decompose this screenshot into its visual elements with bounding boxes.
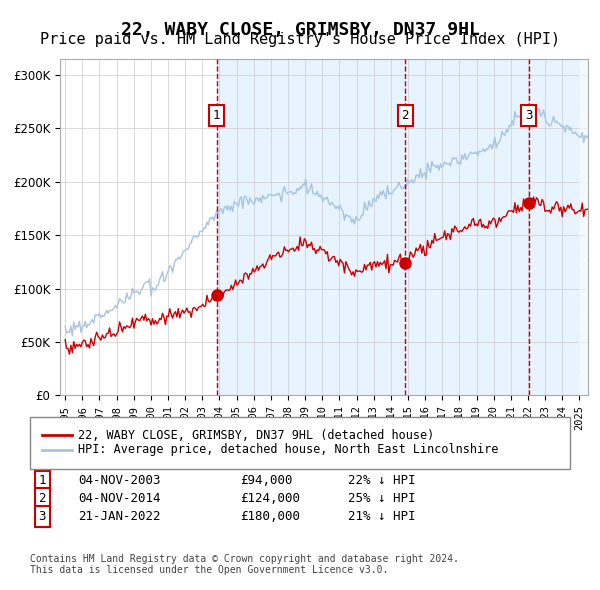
Text: £94,000: £94,000: [240, 474, 293, 487]
Text: 22, WABY CLOSE, GRIMSBY, DN37 9HL (detached house): 22, WABY CLOSE, GRIMSBY, DN37 9HL (detac…: [78, 429, 434, 442]
Text: HPI: Average price, detached house, North East Lincolnshire: HPI: Average price, detached house, Nort…: [78, 443, 499, 456]
Text: 3: 3: [38, 510, 46, 523]
Text: 04-NOV-2014: 04-NOV-2014: [78, 492, 161, 505]
Text: 22, WABY CLOSE, GRIMSBY, DN37 9HL: 22, WABY CLOSE, GRIMSBY, DN37 9HL: [121, 21, 479, 39]
Text: 2: 2: [38, 492, 46, 505]
Text: £124,000: £124,000: [240, 492, 300, 505]
Bar: [217, 59, 588, 395]
Text: Price paid vs. HM Land Registry's House Price Index (HPI): Price paid vs. HM Land Registry's House …: [40, 32, 560, 47]
Text: 21-JAN-2022: 21-JAN-2022: [78, 510, 161, 523]
Text: 2: 2: [401, 109, 409, 122]
Text: 1: 1: [213, 109, 220, 122]
Text: 21% ↓ HPI: 21% ↓ HPI: [348, 510, 415, 523]
Text: 1: 1: [38, 474, 46, 487]
Text: Contains HM Land Registry data © Crown copyright and database right 2024.
This d: Contains HM Land Registry data © Crown c…: [30, 553, 459, 575]
Text: 04-NOV-2003: 04-NOV-2003: [78, 474, 161, 487]
Text: 25% ↓ HPI: 25% ↓ HPI: [348, 492, 415, 505]
Text: 22% ↓ HPI: 22% ↓ HPI: [348, 474, 415, 487]
Bar: [580, 59, 588, 395]
Text: £180,000: £180,000: [240, 510, 300, 523]
Text: 3: 3: [525, 109, 533, 122]
